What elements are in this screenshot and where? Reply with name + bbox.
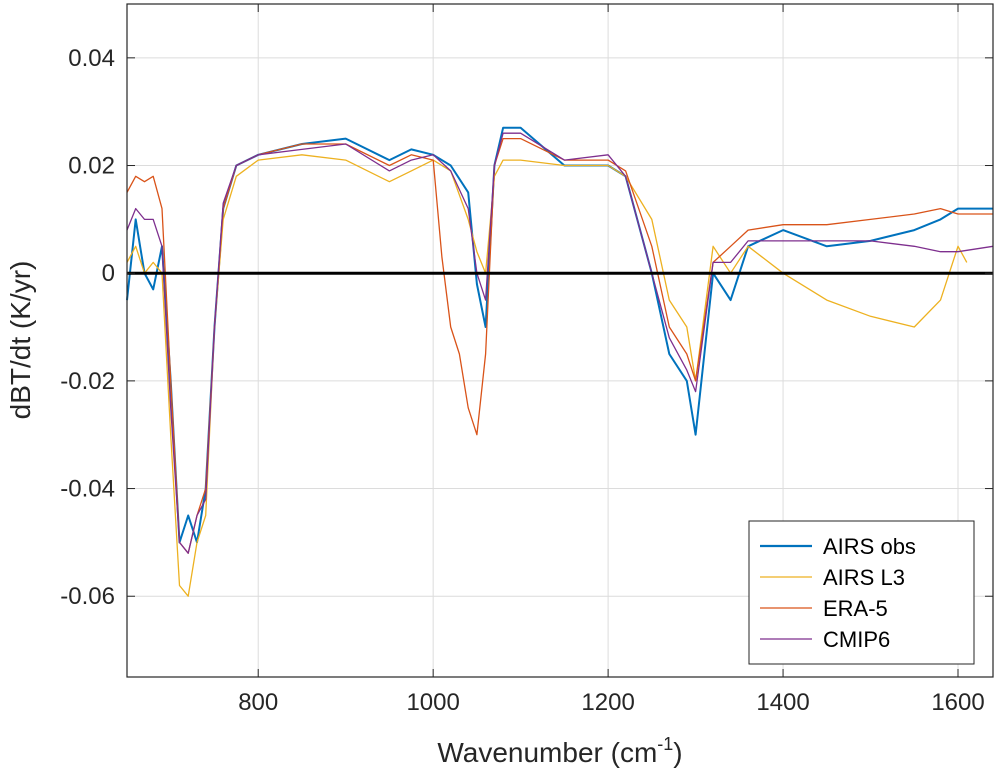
series-line-airs-l3 bbox=[126, 154, 968, 597]
x-axis-label: Wavenumber (cm-1) bbox=[437, 734, 682, 768]
y-tick-label: 0.02 bbox=[68, 153, 115, 180]
x-tick-label: 1400 bbox=[756, 689, 809, 716]
x-tick-label: 1200 bbox=[581, 689, 634, 716]
legend-box bbox=[748, 520, 975, 665]
legend: AIRS obs AIRS L3 ERA-5 CMIP6 bbox=[748, 520, 975, 665]
x-axis-ticks: 800 1000 1200 1400 1600 bbox=[238, 4, 985, 716]
y-tick-label: 0.04 bbox=[68, 45, 115, 72]
legend-label-airs-obs: AIRS obs bbox=[823, 534, 916, 559]
y-tick-label: -0.04 bbox=[60, 476, 115, 503]
y-tick-label: -0.02 bbox=[60, 368, 115, 395]
legend-label-airs-l3: AIRS L3 bbox=[823, 565, 905, 590]
y-tick-label: 0 bbox=[102, 260, 115, 287]
y-axis-label: dBT/dt (K/yr) bbox=[5, 261, 36, 420]
x-tick-label: 800 bbox=[238, 689, 278, 716]
x-tick-label: 1600 bbox=[931, 689, 984, 716]
plot-frame bbox=[126, 3, 994, 678]
y-axis-ticks: -0.06 -0.04 -0.02 0 0.02 0.04 bbox=[60, 45, 993, 610]
legend-label-cmip6: CMIP6 bbox=[823, 627, 890, 652]
x-tick-label: 1000 bbox=[406, 689, 459, 716]
legend-label-era-5: ERA-5 bbox=[823, 596, 888, 621]
x-axis-label-suffix: ) bbox=[673, 737, 682, 768]
y-tick-label: -0.06 bbox=[60, 583, 115, 610]
x-axis-label-superscript: -1 bbox=[657, 734, 673, 754]
